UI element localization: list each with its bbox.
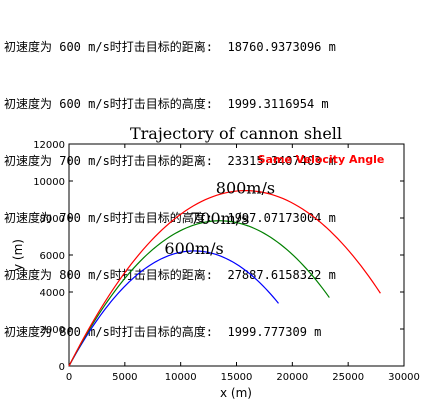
y-tick-label: 8000	[40, 214, 65, 225]
console-line: 初速度为 800 m/s时打击目标的距离: 27887.6158322 m	[4, 268, 336, 282]
x-tick-label: 5000	[112, 372, 137, 383]
series-label: 800m/s	[216, 179, 275, 198]
series-label: 600m/s	[164, 239, 223, 258]
x-tick-label: 0	[66, 372, 72, 383]
console-line: 初速度为 600 m/s时打击目标的高度: 1999.3116954 m	[4, 97, 329, 111]
series-line	[68, 220, 330, 367]
axis-ticks: 0 5000 10000 15000 20000 25000 30000 0 2000 4000 6…	[33, 140, 420, 383]
x-tick-label: 30000	[388, 372, 420, 383]
y-tick-label: 12000	[33, 140, 65, 151]
x-tick-label: 25000	[332, 372, 364, 383]
x-tick-label: 20000	[276, 372, 308, 383]
y-tick-label: 0	[59, 362, 65, 373]
y-tick-label: 4000	[40, 288, 65, 299]
annotation-same-velocity-angle: Same Velocity Angle	[258, 153, 385, 166]
y-axis-label: y (m)	[11, 239, 25, 271]
console-line: 初速度为 700 m/s时打击目标的距离: 23315.3407403 m	[4, 154, 336, 168]
plot-area	[68, 143, 405, 367]
series-lines	[68, 190, 381, 367]
series-labels: 600m/s 700m/s 800m/s	[164, 179, 275, 258]
y-tick-label: 6000	[40, 251, 65, 262]
y-tick-label: 2000	[40, 325, 65, 336]
y-tick-label: 10000	[33, 177, 65, 188]
x-tick-label: 10000	[165, 372, 197, 383]
series-line	[68, 250, 279, 367]
chart-title: Trajectory of cannon shell	[130, 124, 342, 143]
series-line	[68, 190, 381, 367]
x-axis-label: x (m)	[220, 386, 252, 400]
series-label: 700m/s	[190, 209, 249, 228]
console-line: 初速度为 800 m/s时打击目标的高度: 1999.777309 m	[4, 325, 322, 339]
console-line: 初速度为 600 m/s时打击目标的距离: 18760.9373096 m	[4, 40, 336, 54]
x-tick-label: 15000	[221, 372, 253, 383]
